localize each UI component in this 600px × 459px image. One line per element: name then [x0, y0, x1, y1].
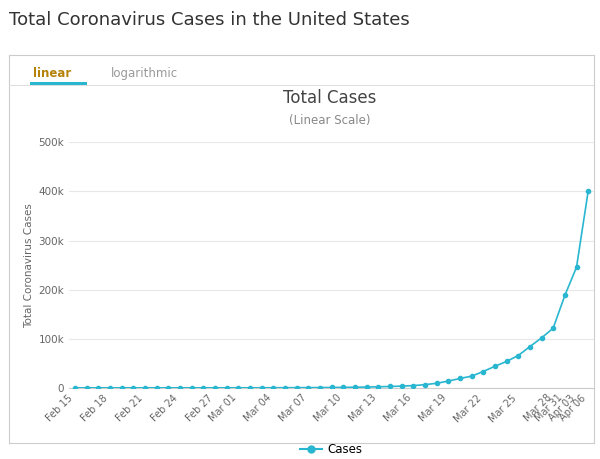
- Y-axis label: Total Coronavirus Cases: Total Coronavirus Cases: [24, 202, 34, 328]
- Text: (Linear Scale): (Linear Scale): [289, 114, 371, 127]
- Text: linear: linear: [33, 67, 71, 79]
- Text: Total Coronavirus Cases in the United States: Total Coronavirus Cases in the United St…: [9, 11, 410, 29]
- Text: Total Cases: Total Cases: [283, 89, 377, 106]
- Legend: Cases: Cases: [296, 438, 367, 459]
- Text: logarithmic: logarithmic: [111, 67, 178, 79]
